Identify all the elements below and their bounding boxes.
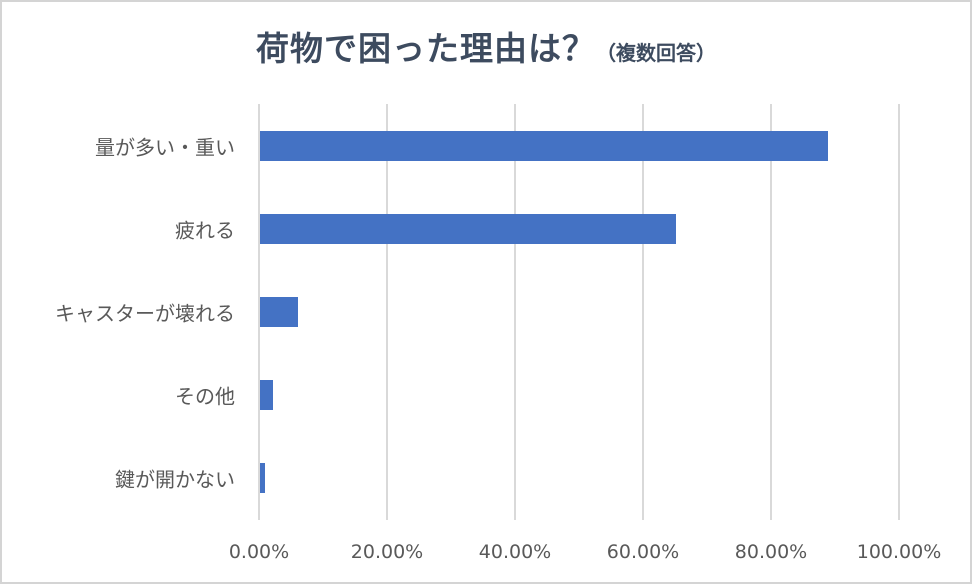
bar <box>260 297 299 327</box>
gridline <box>258 104 260 520</box>
x-tick-label: 60.00% <box>606 541 680 563</box>
bar <box>260 213 676 244</box>
gridline <box>642 104 644 520</box>
bar <box>260 380 273 411</box>
category-label: その他 <box>175 384 235 409</box>
gridline <box>514 104 516 520</box>
category-label: キャスターが壊れる <box>55 301 235 326</box>
x-tick-label: 20.00% <box>350 541 424 563</box>
category-label: 鍵が開かない <box>115 467 235 492</box>
x-tick-label: 100.00% <box>856 541 942 563</box>
bar <box>260 130 828 161</box>
x-tick-label: 80.00% <box>734 541 808 563</box>
x-tick-label: 0.00% <box>228 541 290 563</box>
category-label: 疲れる <box>175 218 235 243</box>
chart-title: 荷物で困った理由は？（複数回答） <box>0 22 972 70</box>
bar <box>260 463 266 494</box>
chart-title-sub: （複数回答） <box>596 41 716 65</box>
gridline <box>770 104 772 520</box>
category-label: 量が多い・重い <box>95 135 235 160</box>
plot-area <box>258 104 900 520</box>
gridline <box>898 104 900 520</box>
gridline <box>386 104 388 520</box>
chart-title-main: 荷物で困った理由は？ <box>256 29 596 68</box>
x-tick-label: 40.00% <box>478 541 552 563</box>
